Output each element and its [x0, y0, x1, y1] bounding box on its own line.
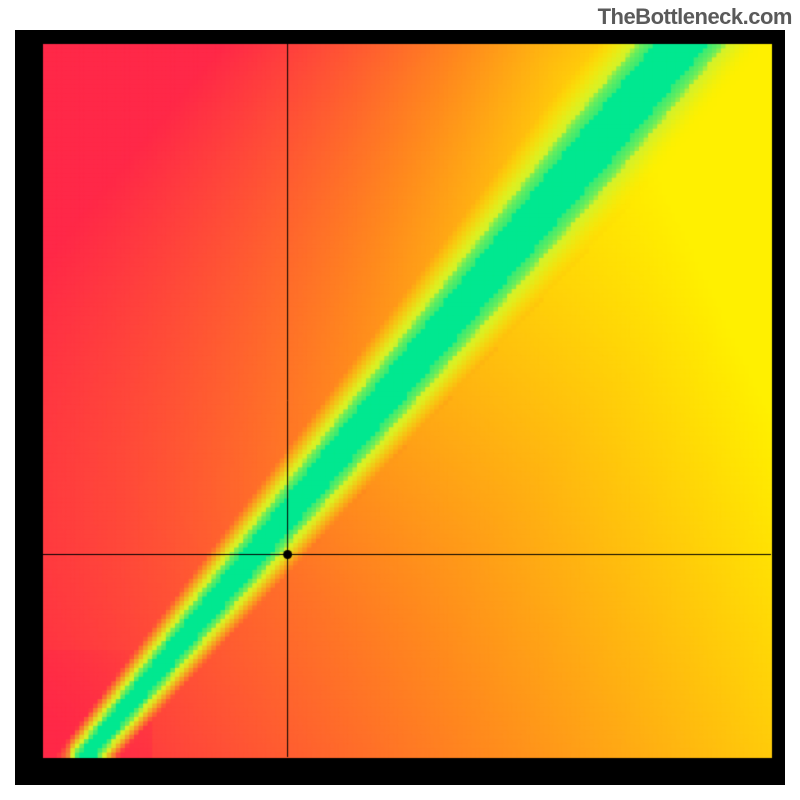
watermark-label: TheBottleneck.com	[598, 4, 792, 30]
plot-black-frame	[15, 30, 785, 785]
root-container: TheBottleneck.com	[0, 0, 800, 800]
heatmap-canvas	[15, 30, 785, 785]
